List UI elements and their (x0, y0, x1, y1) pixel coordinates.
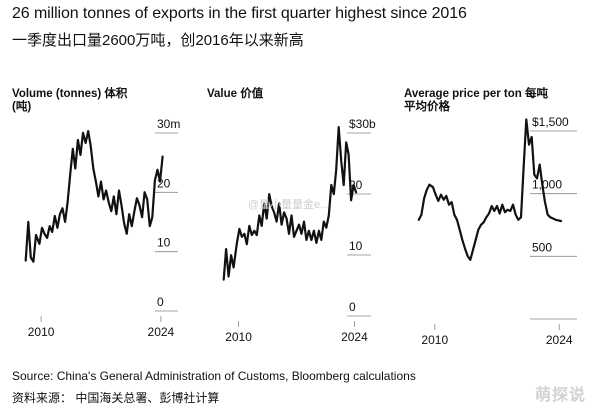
watermark-center: @量小量量金e... (248, 199, 330, 211)
x-tick-label-1-2024: 2024 (148, 325, 175, 339)
y-tick-label-1-10: 10 (157, 236, 171, 250)
series-line-1 (24, 130, 164, 263)
y-tick-label-2-10: 10 (349, 239, 363, 253)
panel-title-2-line-1: Value 价值 (207, 86, 264, 100)
series-line-3 (417, 118, 563, 261)
chart-title-zh: 一季度出口量2600万吨，创2016年以来新高 (12, 32, 304, 49)
y-tick-label-2-0: 0 (349, 300, 356, 314)
y-tick-label-3-500: 500 (532, 240, 552, 254)
source-note-zh: 资料来源： 中国海关总署、彭博社计算 (12, 391, 220, 405)
series-line-2 (222, 125, 358, 281)
panel-title-3-line-2: 平均价格 (404, 99, 450, 113)
y-tick-label-1-30: 30m (157, 117, 180, 131)
y-tick-label-2-30: $30b (349, 117, 376, 131)
y-tick-label-1-0: 0 (157, 295, 164, 309)
y-tick-label-3-1500: $1,500 (532, 115, 569, 129)
x-tick-label-3-2010: 2010 (421, 333, 448, 347)
panel-title-1-line-2: (吨) (12, 99, 31, 113)
y-tick-label-3-1000: 1,000 (532, 178, 562, 192)
panel-title-1-line-1: Volume (tonnes) 体积 (12, 86, 128, 100)
x-tick-label-3-2024: 2024 (546, 333, 573, 347)
watermark-corner: 萌探说 (534, 387, 586, 404)
source-note-en: Source: China's General Administration o… (12, 369, 416, 383)
x-tick-label-2-2010: 2010 (225, 330, 252, 344)
panel-title-3-line-1: Average price per ton 每吨 (404, 86, 549, 100)
chart-title-en: 26 million tonnes of exports in the firs… (12, 5, 467, 22)
x-tick-label-2-2024: 2024 (341, 330, 368, 344)
x-tick-label-1-2010: 2010 (28, 325, 55, 339)
